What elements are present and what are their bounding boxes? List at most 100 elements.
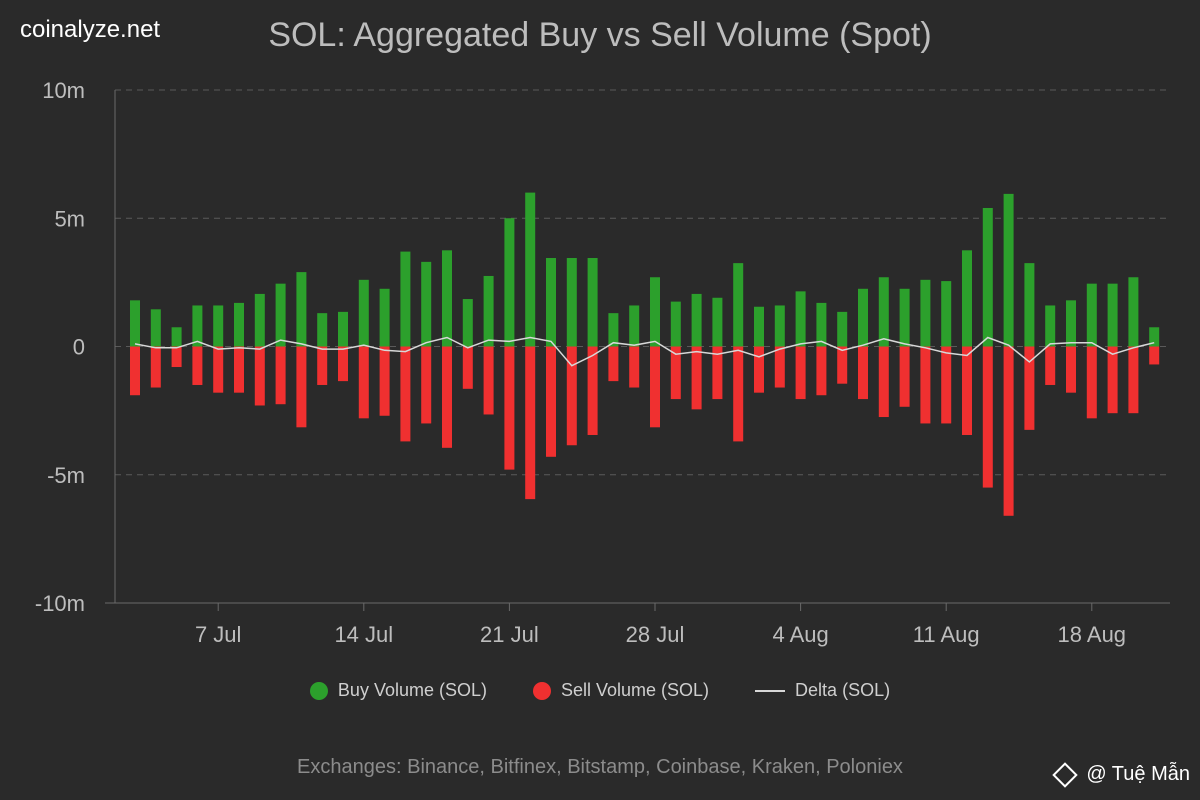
buy-bar [712, 297, 723, 347]
sell-bar [1066, 346, 1076, 393]
buy-bar [254, 293, 265, 347]
buy-dot-icon [309, 681, 328, 700]
buy-bar [899, 288, 910, 347]
buy-bar [650, 277, 660, 347]
x-axis-labels: 7 Jul 14 Jul 21 Jul 28 Jul 4 Aug 11 Aug 18 Aug [195, 603, 1126, 647]
buy-bar [483, 275, 494, 347]
delta-line-icon [755, 689, 786, 692]
buy-bar [400, 251, 411, 347]
buy-bar [962, 250, 972, 347]
buy-bar [421, 261, 432, 347]
buy-bar [941, 281, 952, 347]
y-axis-labels: 10m 5m 0 -5m -10m [35, 78, 85, 616]
sell-bar [234, 346, 244, 393]
sell-bar [837, 346, 848, 384]
sell-bar [774, 346, 785, 388]
buy-bar [192, 305, 203, 347]
sell-bar [338, 346, 348, 382]
sell-bar [1003, 346, 1014, 516]
sell-bar [462, 346, 473, 389]
watermark-text: @ Tuệ Mẫn [1086, 763, 1190, 785]
sell-bar [379, 346, 390, 416]
sell-bar [1107, 346, 1118, 414]
buy-bar [1024, 263, 1035, 347]
buy-bar [130, 300, 140, 347]
buy-bar [670, 301, 681, 347]
buy-bar [816, 302, 827, 347]
sell-bar [296, 346, 307, 428]
buy-bar [546, 258, 556, 347]
sell-bar [920, 346, 931, 424]
sell-bar [858, 346, 868, 400]
buy-bar [878, 277, 889, 347]
buy-bar [1128, 277, 1139, 347]
buy-bar [275, 283, 286, 347]
buy-bar [837, 311, 848, 347]
sell-bar [691, 346, 702, 410]
y-tick-label: -5m [47, 463, 85, 488]
buy-bar [691, 293, 702, 347]
buy-bar [234, 302, 244, 347]
buy-bar [629, 305, 640, 347]
sell-bar [733, 346, 744, 442]
buy-bar [171, 327, 182, 347]
sell-bar [754, 346, 764, 393]
sell-bar [358, 346, 369, 419]
sell-bar [483, 346, 494, 415]
buy-bar [1107, 283, 1118, 347]
delta-line [134, 336, 1155, 367]
legend-item-delta[interactable]: Delta (SOL) [755, 680, 890, 701]
sell-bar [712, 346, 723, 400]
y-tick-label: 10m [42, 78, 85, 103]
brand-logo-text: coinalyze.net [20, 16, 161, 43]
buy-bar [858, 288, 868, 347]
legend: Buy Volume (SOL) Sell Volume (SOL) Delta… [0, 680, 1200, 701]
sell-bar [525, 346, 536, 500]
sell-bar [254, 346, 265, 406]
sell-bar [899, 346, 910, 407]
legend-label-buy: Buy Volume (SOL) [337, 680, 487, 700]
legend-item-buy[interactable]: Buy Volume (SOL) [309, 680, 487, 701]
buy-bar [566, 258, 577, 347]
sell-bar [150, 346, 161, 388]
x-tick-label: 21 Jul [480, 622, 539, 647]
buy-bar [587, 258, 598, 347]
chart-title: SOL: Aggregated Buy vs Sell Volume (Spot… [268, 16, 932, 54]
x-tick-label: 11 Aug [913, 622, 980, 647]
sell-bar [192, 346, 203, 385]
sell-bar [213, 346, 224, 393]
sell-bar [421, 346, 432, 424]
buy-bar [733, 263, 744, 347]
sell-bar [1045, 346, 1056, 385]
x-tick-label: 28 Jul [626, 622, 685, 647]
x-tick-label: 4 Aug [772, 622, 828, 647]
sell-bar [650, 346, 660, 428]
sell-bar [546, 346, 556, 457]
sell-bar [629, 346, 640, 388]
exchanges-note: Exchanges: Binance, Bitfinex, Bitstamp, … [297, 756, 903, 778]
watermark: @ Tuệ Mẫn [1052, 761, 1190, 788]
sell-bar [1149, 346, 1160, 365]
x-tick-label: 7 Jul [195, 622, 241, 647]
sell-bar [587, 346, 598, 435]
sell-bar [130, 346, 140, 396]
sell-bar [982, 346, 993, 488]
buy-bar [1003, 193, 1014, 347]
axes [105, 90, 1170, 604]
sell-bar [1128, 346, 1139, 414]
legend-label-sell: Sell Volume (SOL) [560, 680, 710, 700]
bars-group [130, 192, 1160, 516]
y-tick-label: 5m [54, 206, 85, 231]
buy-bar [774, 305, 785, 347]
sell-bar [816, 346, 827, 396]
sell-bar [1086, 346, 1097, 419]
sell-bar [566, 346, 577, 446]
buy-bar [525, 192, 536, 347]
sell-bar [317, 346, 328, 385]
legend-item-sell[interactable]: Sell Volume (SOL) [532, 680, 710, 701]
sell-dot-icon [532, 681, 551, 700]
buy-bar [213, 305, 224, 347]
buy-bar [1086, 283, 1097, 347]
buy-bar [1149, 327, 1160, 347]
